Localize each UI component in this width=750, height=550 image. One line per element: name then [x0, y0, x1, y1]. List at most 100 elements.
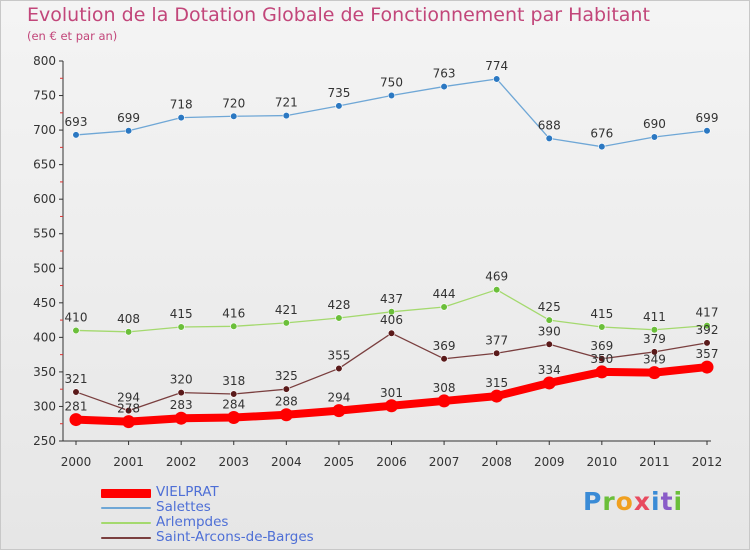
data-point [493, 349, 501, 357]
data-label: 320 [170, 373, 193, 387]
logo-letter: o [615, 487, 634, 516]
y-tick-label: 500 [33, 261, 56, 275]
data-label: 392 [696, 323, 719, 337]
data-point [122, 415, 136, 429]
data-label: 350 [590, 352, 613, 366]
series-vielprat: 281 278 283 284 288 294 301 308 315 334 350 349 357 [65, 347, 718, 429]
logo-letter: i [673, 487, 684, 516]
data-point [647, 366, 661, 380]
y-tick-label: 700 [33, 123, 56, 137]
data-label: 355 [327, 348, 350, 362]
x-tick-label: 2011 [639, 455, 670, 469]
data-label: 735 [327, 86, 350, 100]
data-label: 421 [275, 303, 298, 317]
data-label: 294 [327, 391, 350, 405]
data-point [595, 365, 609, 379]
data-label: 444 [433, 287, 456, 301]
data-label: 281 [65, 400, 88, 414]
data-label: 283 [170, 398, 193, 412]
data-label: 288 [275, 395, 298, 409]
data-label: 720 [222, 96, 245, 110]
legend-swatch [101, 488, 151, 498]
data-point [700, 360, 714, 374]
series-saint-arcons-de-barges: 321 294 320 318 325 355 406 369 377 390 369 379 392 [65, 313, 719, 415]
data-label: 406 [380, 313, 403, 327]
y-tick-label: 600 [33, 192, 56, 206]
data-label: 763 [433, 67, 456, 81]
legend-label: VIELPRAT [156, 484, 219, 500]
data-point [230, 390, 238, 398]
data-label: 294 [117, 391, 140, 405]
chart-subtitle: (en € et par an) [27, 29, 118, 43]
data-point [335, 314, 343, 322]
data-label: 721 [275, 96, 298, 110]
x-tick-label: 2001 [113, 455, 144, 469]
y-tick-label: 400 [33, 330, 56, 344]
logo-letter: t [660, 487, 674, 516]
legend-label: Saint-Arcons-de-Barges [156, 529, 314, 545]
data-label: 318 [222, 374, 245, 388]
y-tick-label: 250 [33, 434, 56, 448]
data-point [124, 127, 133, 135]
y-tick-label: 750 [33, 89, 56, 103]
y-tick-label: 350 [33, 365, 56, 379]
data-label: 408 [117, 312, 140, 326]
y-tick-label: 550 [33, 227, 56, 241]
data-point [282, 319, 290, 327]
legend-label: Arlempdes [156, 514, 229, 530]
data-point [703, 322, 711, 330]
logo-letter: P [583, 487, 603, 516]
legend-label: Salettes [156, 499, 211, 515]
data-label: 428 [327, 298, 350, 312]
data-label: 676 [590, 127, 613, 141]
data-point [177, 323, 185, 331]
x-tick-label: 2008 [481, 455, 512, 469]
data-label: 321 [65, 372, 88, 386]
data-label: 699 [117, 111, 140, 125]
data-label: 278 [117, 402, 140, 416]
data-point [72, 326, 80, 335]
y-tick-label: 650 [33, 158, 56, 172]
x-tick-label: 2006 [376, 455, 407, 469]
data-point [174, 411, 188, 425]
data-point [440, 355, 448, 363]
data-point [598, 323, 606, 331]
data-point [335, 102, 343, 110]
y-tick-label: 450 [33, 296, 56, 310]
data-label: 690 [643, 117, 666, 131]
data-point [440, 82, 448, 91]
data-label: 774 [485, 59, 508, 73]
data-point [282, 385, 290, 393]
data-point [493, 75, 501, 83]
data-label: 410 [65, 310, 88, 324]
data-label: 369 [433, 339, 456, 353]
data-point [124, 407, 133, 415]
data-label: 390 [538, 324, 561, 338]
data-label: 415 [170, 307, 193, 321]
data-point [650, 326, 659, 334]
data-label: 325 [275, 369, 298, 383]
data-label: 301 [380, 386, 403, 400]
series-arlempdes: 410 408 415 416 421 428 437 444 469 425 415 411 417 [65, 270, 718, 336]
data-point [545, 316, 553, 324]
data-label: 699 [696, 111, 719, 125]
data-point [230, 322, 238, 330]
data-label: 349 [643, 353, 666, 367]
data-label: 411 [643, 310, 666, 324]
x-tick-label: 2012 [692, 455, 723, 469]
y-tick-label: 800 [33, 54, 56, 68]
data-point [177, 389, 185, 397]
data-label: 377 [485, 333, 508, 347]
data-label: 693 [65, 115, 88, 129]
data-label: 750 [380, 76, 403, 90]
data-label: 379 [643, 332, 666, 346]
data-label: 437 [380, 292, 403, 306]
data-point [437, 394, 451, 408]
data-point [598, 143, 606, 151]
data-point [335, 364, 343, 373]
x-tick-label: 2007 [429, 455, 460, 469]
data-point [387, 329, 396, 337]
x-tick-label: 2004 [271, 455, 302, 469]
data-label: 284 [222, 398, 245, 412]
